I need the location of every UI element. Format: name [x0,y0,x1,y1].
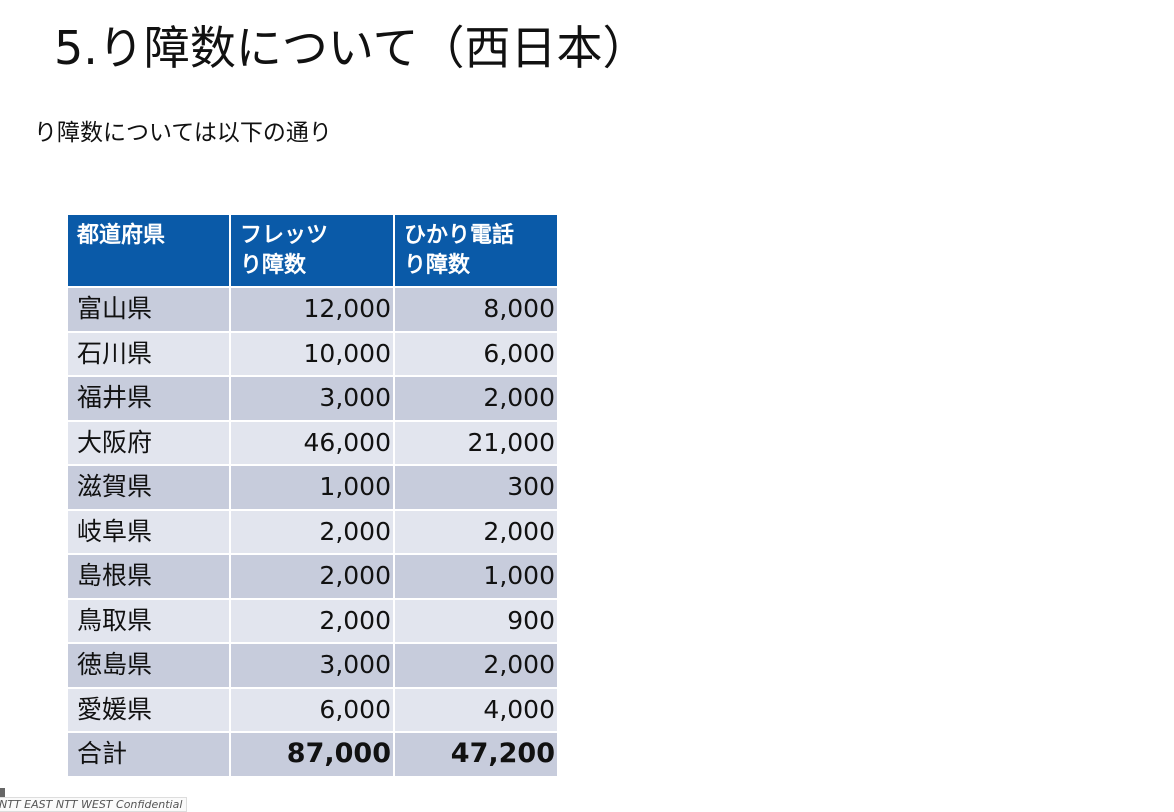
hikari-count-cell: 2,000 [393,642,559,689]
flets-count-cell: 3,000 [229,375,395,422]
hikari-count-cell: 2,000 [393,508,559,555]
prefecture-cell: 岐阜県 [66,508,231,555]
total-row: 合計 87,000 47,200 [66,731,559,778]
failure-count-table: 都道府県 フレッツ り障数 ひかり電話 り障数 富山県 12,000 8,000 石川県 1… [66,213,559,778]
table-row: 愛媛県 6,000 4,000 [66,686,559,733]
prefecture-cell: 富山県 [66,286,231,333]
header-text: り障数 [404,253,471,278]
table-row: 滋賀県 1,000 300 [66,464,559,511]
flets-count-cell: 2,000 [229,597,395,644]
flets-count-cell: 2,000 [229,508,395,555]
table-row: 島根県 2,000 1,000 [66,553,559,600]
table-header-row: 都道府県 フレッツり障数 ひかり電話り障数 [66,213,559,288]
total-value: 87,000 [229,731,395,778]
prefecture-cell: 島根県 [66,553,231,600]
prefecture-cell: 鳥取県 [66,597,231,644]
prefecture-cell: 大阪府 [66,419,231,466]
hikari-count-cell: 1,000 [393,553,559,600]
hikari-count-cell: 8,000 [393,286,559,333]
hikari-count-cell: 300 [393,464,559,511]
prefecture-cell: 福井県 [66,375,231,422]
hikari-count-cell: 4,000 [393,686,559,733]
hikari-count-cell: 6,000 [393,330,559,377]
table-row: 福井県 3,000 2,000 [66,375,559,422]
prefecture-cell: 滋賀県 [66,464,231,511]
total-label: 合計 [66,731,231,778]
slide-subtitle: り障数については以下の通り [34,120,332,146]
prefecture-cell: 石川県 [66,330,231,377]
hikari-count-cell: 2,000 [393,375,559,422]
table-row: 鳥取県 2,000 900 [66,597,559,644]
flets-count-cell: 46,000 [229,419,395,466]
table-row: 岐阜県 2,000 2,000 [66,508,559,555]
header-text: ひかり電話 [404,223,515,248]
slide-title: 5.り障数について（西日本） [54,21,649,75]
header-prefecture: 都道府県 [66,213,231,288]
header-text: り障数 [240,253,307,278]
flets-count-cell: 3,000 [229,642,395,689]
prefecture-cell: 愛媛県 [66,686,231,733]
confidential-footer: NTT EAST NTT WEST Confidential [0,797,188,812]
header-flets: フレッツ り障数 [229,213,395,288]
table-row: 大阪府 46,000 21,000 [66,419,559,466]
header-hikari-denwa: ひかり電話 り障数 [393,213,559,288]
total-value: 47,200 [393,731,559,778]
flets-count-cell: 2,000 [229,553,395,600]
table-row: 富山県 12,000 8,000 [66,286,559,333]
hikari-count-cell: 900 [393,597,559,644]
flets-count-cell: 1,000 [229,464,395,511]
flets-count-cell: 10,000 [229,330,395,377]
prefecture-cell: 徳島県 [66,642,231,689]
flets-count-cell: 12,000 [229,286,395,333]
table-row: 石川県 10,000 6,000 [66,330,559,377]
hikari-count-cell: 21,000 [393,419,559,466]
header-text: 都道府県 [77,223,166,248]
flets-count-cell: 6,000 [229,686,395,733]
table-row: 徳島県 3,000 2,000 [66,642,559,689]
header-text: フレッツ [240,223,329,248]
